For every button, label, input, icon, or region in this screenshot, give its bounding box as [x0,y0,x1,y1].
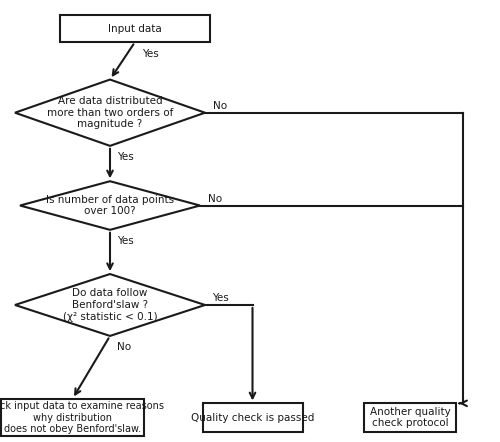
Polygon shape [20,181,200,230]
Text: Yes: Yes [142,50,160,59]
Polygon shape [15,80,205,146]
Text: No: No [208,194,222,204]
Text: Do data follow
Benford'slaw ?
(χ² statistic < 0.1): Do data follow Benford'slaw ? (χ² statis… [62,288,158,322]
Text: Check input data to examine reasons
why distribution
does not obey Benford'slaw.: Check input data to examine reasons why … [0,401,164,434]
Bar [364,403,456,432]
Bar [60,15,210,42]
Text: Yes: Yes [118,152,134,162]
Text: No: No [118,342,132,352]
Bar [2,399,144,437]
Text: Input data: Input data [108,24,162,34]
Text: Yes: Yes [118,236,134,246]
Text: Are data distributed
more than two orders of
magnitude ?: Are data distributed more than two order… [47,96,173,130]
Text: Yes: Yes [212,293,230,303]
Text: Is number of data points
over 100?: Is number of data points over 100? [46,195,174,216]
Polygon shape [15,274,205,336]
Text: Quality check is passed: Quality check is passed [191,413,314,423]
Text: Another quality
check protocol: Another quality check protocol [370,407,450,428]
Text: No: No [212,101,226,111]
Bar [202,403,302,432]
